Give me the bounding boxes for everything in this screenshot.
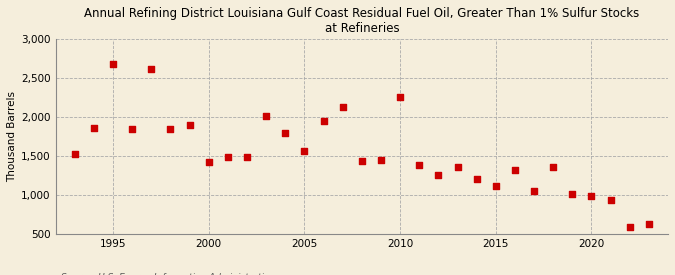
Point bbox=[491, 184, 502, 189]
Point bbox=[433, 172, 443, 177]
Title: Annual Refining District Louisiana Gulf Coast Residual Fuel Oil, Greater Than 1%: Annual Refining District Louisiana Gulf … bbox=[84, 7, 639, 35]
Point bbox=[88, 126, 99, 130]
Point bbox=[567, 192, 578, 196]
Point bbox=[338, 104, 348, 109]
Point bbox=[299, 149, 310, 153]
Point bbox=[203, 160, 214, 164]
Text: Source: U.S. Energy Information Administration: Source: U.S. Energy Information Administ… bbox=[61, 274, 275, 275]
Point bbox=[280, 131, 291, 136]
Point bbox=[624, 225, 635, 229]
Point bbox=[643, 222, 654, 226]
Point bbox=[223, 155, 234, 159]
Point bbox=[356, 159, 367, 164]
Y-axis label: Thousand Barrels: Thousand Barrels bbox=[7, 91, 17, 182]
Point bbox=[127, 126, 138, 131]
Point bbox=[184, 123, 195, 127]
Point bbox=[510, 168, 520, 172]
Point bbox=[318, 119, 329, 123]
Point bbox=[414, 163, 425, 167]
Point bbox=[261, 114, 271, 118]
Point bbox=[165, 126, 176, 131]
Point bbox=[375, 158, 386, 162]
Point bbox=[586, 194, 597, 198]
Point bbox=[548, 165, 559, 169]
Point bbox=[452, 165, 463, 169]
Point bbox=[242, 155, 252, 160]
Point bbox=[70, 152, 80, 156]
Point bbox=[146, 66, 157, 71]
Point bbox=[605, 197, 616, 202]
Point bbox=[529, 189, 539, 193]
Point bbox=[395, 95, 406, 100]
Point bbox=[471, 177, 482, 182]
Point bbox=[107, 62, 118, 66]
